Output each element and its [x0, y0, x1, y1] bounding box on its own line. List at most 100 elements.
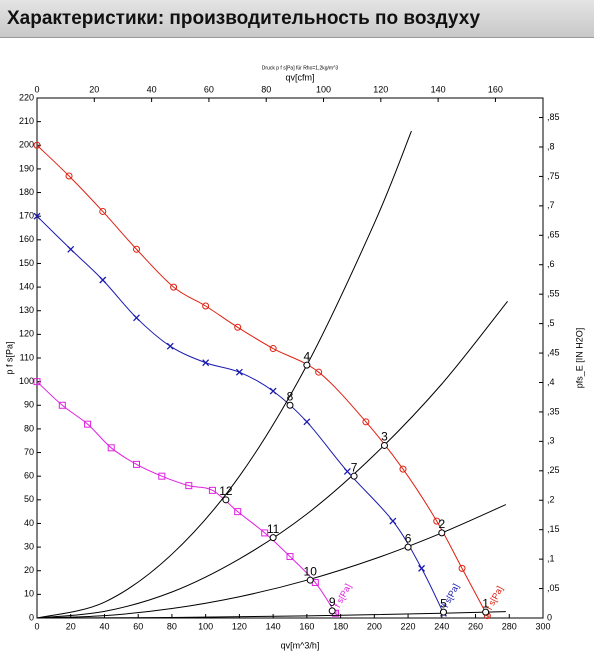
marker: [170, 283, 178, 291]
y-tick-label: 10: [24, 589, 34, 599]
marker: [269, 345, 277, 353]
y-tick-label: 110: [20, 352, 34, 362]
marker: [185, 482, 193, 490]
marker: [84, 420, 92, 428]
y-tick-label: 80: [24, 423, 34, 433]
operating-point-label: 7: [351, 460, 358, 474]
y-tick-label: 220: [19, 92, 34, 102]
x-tick-label: 120: [232, 621, 247, 631]
operating-point-label: 12: [219, 484, 233, 498]
x-tick-label: 200: [367, 621, 382, 631]
x2-axis-label: qv[cfm]: [285, 72, 314, 82]
y-tick-label: 100: [19, 376, 34, 386]
curve: [36, 381, 336, 614]
operating-point: [439, 608, 447, 616]
marker: [133, 314, 140, 322]
x-tick-label: 240: [434, 621, 449, 631]
operating-point: [303, 361, 311, 369]
y-tick-label: 120: [19, 329, 34, 339]
curve: [36, 504, 507, 619]
marker: [133, 245, 141, 253]
marker: [234, 323, 242, 331]
operating-point-label: 6: [405, 531, 412, 545]
y-tick-label: 20: [24, 565, 34, 575]
y-tick-label: 130: [19, 305, 34, 315]
y-tick-label: 170: [19, 211, 34, 221]
y-tick-label: 180: [19, 187, 34, 197]
y-tick-label: 160: [19, 234, 34, 244]
marker: [202, 359, 210, 367]
x-tick-label: 180: [333, 621, 348, 631]
marker: [235, 368, 243, 376]
marker: [99, 207, 107, 215]
y2-tick-label: ,6: [547, 259, 555, 269]
y2-tick-label: ,05: [547, 583, 560, 593]
x2-tick-label: 40: [147, 84, 157, 94]
x-axis-label: qv[m^3/h]: [281, 640, 320, 650]
marker: [362, 418, 370, 426]
y-tick-label: 70: [24, 447, 34, 457]
y-axis-label: p f s[Pa]: [4, 341, 14, 374]
y2-tick-label: ,55: [547, 289, 560, 299]
x2-tick-label: 100: [316, 84, 331, 94]
x-tick-label: 160: [299, 621, 314, 631]
y2-tick-label: 0: [547, 612, 552, 622]
operating-point-label: 1: [482, 596, 489, 610]
y-tick-label: 190: [19, 163, 34, 173]
curve: [36, 611, 506, 619]
x-tick-label: 140: [266, 621, 281, 631]
operating-point-label: 10: [304, 564, 318, 578]
x2-tick-label: 160: [488, 84, 503, 94]
marker: [418, 564, 426, 572]
curve: [36, 215, 444, 614]
marker: [315, 368, 323, 376]
marker: [343, 467, 351, 475]
plot-frame: [36, 97, 544, 619]
y-tick-label: 30: [24, 541, 34, 551]
x-tick-label: 40: [99, 621, 109, 631]
marker: [33, 212, 41, 220]
curve: [36, 130, 412, 619]
y-tick-label: 200: [19, 140, 34, 150]
marker: [99, 276, 107, 284]
operating-point: [380, 441, 388, 449]
y-tick-label: 210: [19, 116, 34, 126]
y2-tick-label: ,2: [547, 495, 555, 505]
y2-tick-label: ,15: [547, 524, 560, 534]
x-tick-label: 280: [502, 621, 517, 631]
marker: [399, 465, 407, 473]
y2-tick-label: ,5: [547, 318, 555, 328]
operating-point-label: 2: [438, 517, 445, 531]
marker: [202, 302, 210, 310]
x2-tick-label: 140: [431, 84, 446, 94]
marker: [33, 378, 41, 386]
chart-subtitle: Druck p f s[Pa] für Rho=1,2kg/m^3: [262, 65, 339, 71]
y-tick-label: 140: [19, 281, 34, 291]
marker: [286, 553, 294, 561]
x-tick-label: 100: [198, 621, 213, 631]
y2-tick-label: ,25: [547, 465, 560, 475]
operating-point: [482, 608, 490, 616]
y2-tick-label: ,45: [547, 347, 560, 357]
y-tick-label: 90: [24, 400, 34, 410]
x-tick-label: 300: [535, 621, 550, 631]
y-tick-label: 50: [24, 494, 34, 504]
operating-point-label: 4: [304, 349, 311, 363]
operating-point: [269, 534, 277, 542]
marker: [269, 387, 277, 395]
operating-point: [306, 576, 314, 584]
marker: [65, 172, 73, 180]
y-tick-label: 40: [24, 518, 34, 528]
marker: [234, 508, 242, 516]
operating-point-label: 11: [267, 522, 280, 536]
y2-tick-label: ,1: [547, 553, 555, 563]
marker: [67, 245, 75, 253]
marker: [107, 444, 115, 452]
y-tick-label: 60: [24, 471, 34, 481]
curve: [36, 300, 508, 619]
marker: [166, 342, 174, 350]
marker: [261, 529, 269, 537]
y2-tick-label: ,75: [547, 171, 560, 181]
chart: Druck p f s[Pa] für Rho=1,2kg/m^3 qv[cfm…: [4, 65, 584, 650]
marker: [389, 517, 397, 525]
